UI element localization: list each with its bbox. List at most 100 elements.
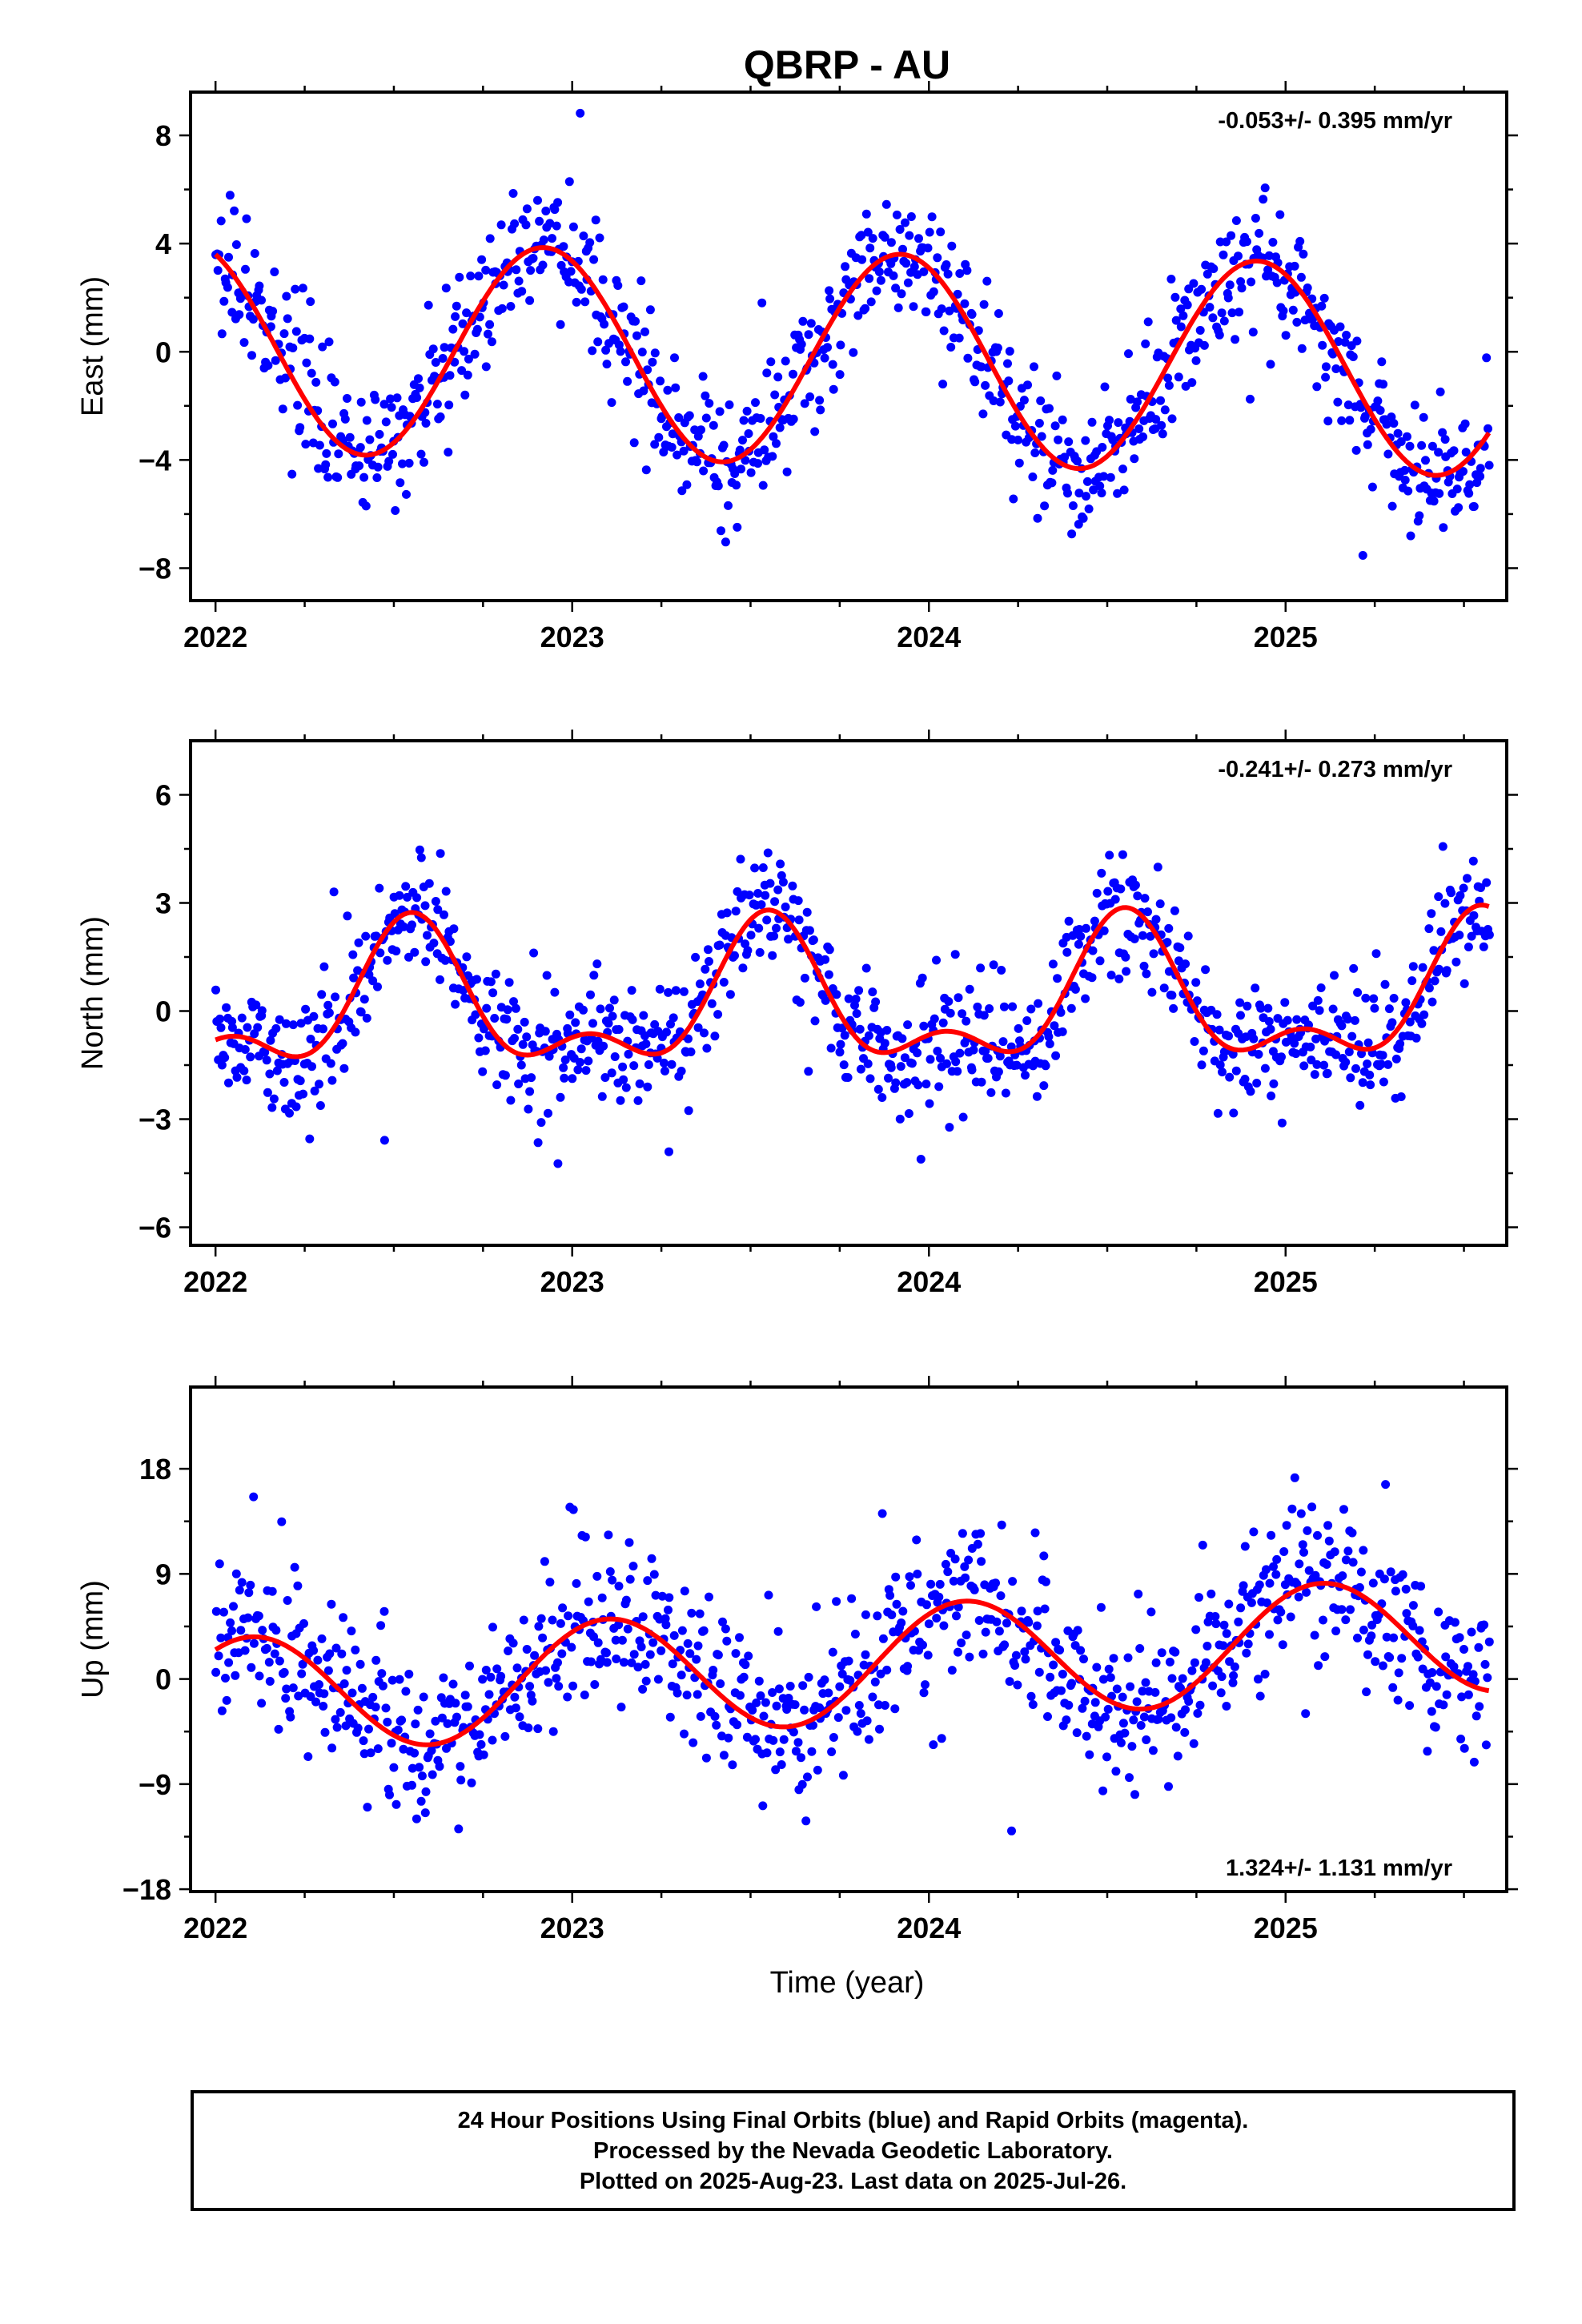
data-point	[698, 372, 708, 381]
data-point	[560, 1073, 569, 1083]
data-point	[296, 1019, 306, 1028]
data-point	[456, 1762, 465, 1771]
data-point	[1036, 396, 1046, 405]
data-point	[525, 296, 535, 305]
data-point	[553, 198, 563, 207]
data-point	[978, 1649, 988, 1659]
y-tick-label: 9	[155, 1558, 171, 1590]
data-point	[924, 1619, 934, 1629]
data-point	[521, 220, 531, 230]
data-point	[607, 398, 616, 408]
data-point	[1045, 1039, 1054, 1048]
data-point	[943, 269, 953, 279]
data-point	[1408, 1621, 1418, 1630]
data-point	[1139, 1712, 1149, 1722]
data-point	[1408, 1601, 1418, 1610]
data-point	[428, 1770, 437, 1779]
data-point	[242, 1076, 251, 1085]
data-point	[408, 1763, 417, 1773]
data-point	[1405, 1701, 1415, 1711]
data-point	[272, 1066, 282, 1076]
data-point	[605, 1003, 614, 1013]
data-point	[1468, 856, 1478, 866]
data-point	[1388, 1683, 1398, 1692]
data-point	[1021, 1655, 1030, 1664]
data-point	[772, 923, 781, 933]
data-point	[648, 1638, 658, 1647]
data-point	[1343, 1015, 1352, 1024]
data-point	[274, 1724, 283, 1734]
data-point	[1167, 1674, 1177, 1683]
data-point	[584, 1597, 593, 1606]
data-point	[943, 1567, 953, 1577]
data-point	[319, 1689, 329, 1699]
data-point	[1319, 1060, 1329, 1070]
data-point	[828, 1647, 837, 1657]
data-point	[979, 1011, 989, 1020]
data-point	[996, 1591, 1006, 1601]
data-point	[1385, 1653, 1395, 1663]
data-point	[1295, 236, 1305, 246]
data-point	[541, 1666, 551, 1675]
data-point	[643, 365, 652, 375]
data-point	[1063, 489, 1072, 498]
data-point	[440, 343, 449, 352]
data-point	[387, 1739, 396, 1748]
data-point	[580, 1691, 589, 1699]
data-point	[865, 243, 875, 253]
data-point	[950, 950, 960, 959]
data-point	[1321, 372, 1331, 382]
data-point	[690, 425, 700, 435]
data-point	[1483, 1673, 1492, 1683]
data-point	[533, 1138, 543, 1148]
data-point	[419, 1692, 428, 1702]
data-point	[624, 1049, 633, 1059]
x-tick-label: 2023	[540, 621, 604, 653]
data-point	[586, 990, 595, 999]
data-point	[275, 1656, 284, 1666]
data-point	[1105, 850, 1114, 860]
data-point	[1269, 1079, 1279, 1088]
data-point	[1434, 892, 1443, 902]
data-point	[448, 324, 458, 334]
data-point	[710, 1711, 720, 1721]
data-point	[969, 1045, 978, 1055]
data-point	[567, 1642, 576, 1652]
data-point	[1097, 868, 1106, 878]
data-point	[1132, 1697, 1142, 1707]
data-point	[1341, 1057, 1351, 1067]
data-point	[629, 1061, 639, 1071]
data-point	[1118, 1692, 1127, 1702]
data-point	[1249, 1527, 1259, 1537]
data-point	[314, 464, 323, 473]
data-point	[898, 244, 907, 254]
data-point	[947, 1666, 957, 1675]
data-point	[1073, 1626, 1082, 1635]
data-point	[1467, 1627, 1476, 1637]
data-point	[736, 854, 745, 864]
data-point	[901, 218, 909, 227]
data-point	[1331, 1050, 1341, 1059]
data-point	[758, 863, 768, 872]
data-point	[599, 1041, 608, 1051]
data-point	[231, 240, 241, 249]
data-point	[1195, 326, 1205, 335]
data-point	[1176, 1683, 1185, 1693]
data-point	[770, 390, 780, 400]
data-point	[466, 271, 476, 281]
data-point	[504, 978, 514, 987]
data-point	[1090, 1698, 1100, 1707]
data-point	[1114, 974, 1124, 983]
data-point	[324, 1008, 334, 1018]
data-point	[1416, 1582, 1426, 1591]
data-point	[229, 1602, 238, 1611]
x-tick-label: 2025	[1254, 1912, 1318, 1944]
data-point	[886, 238, 896, 247]
data-point	[772, 1701, 781, 1711]
data-point	[1105, 416, 1114, 425]
data-point	[1479, 942, 1488, 951]
data-point	[1243, 1639, 1253, 1649]
data-point	[357, 1683, 367, 1693]
data-point	[1337, 1021, 1347, 1031]
data-point	[544, 1678, 553, 1687]
